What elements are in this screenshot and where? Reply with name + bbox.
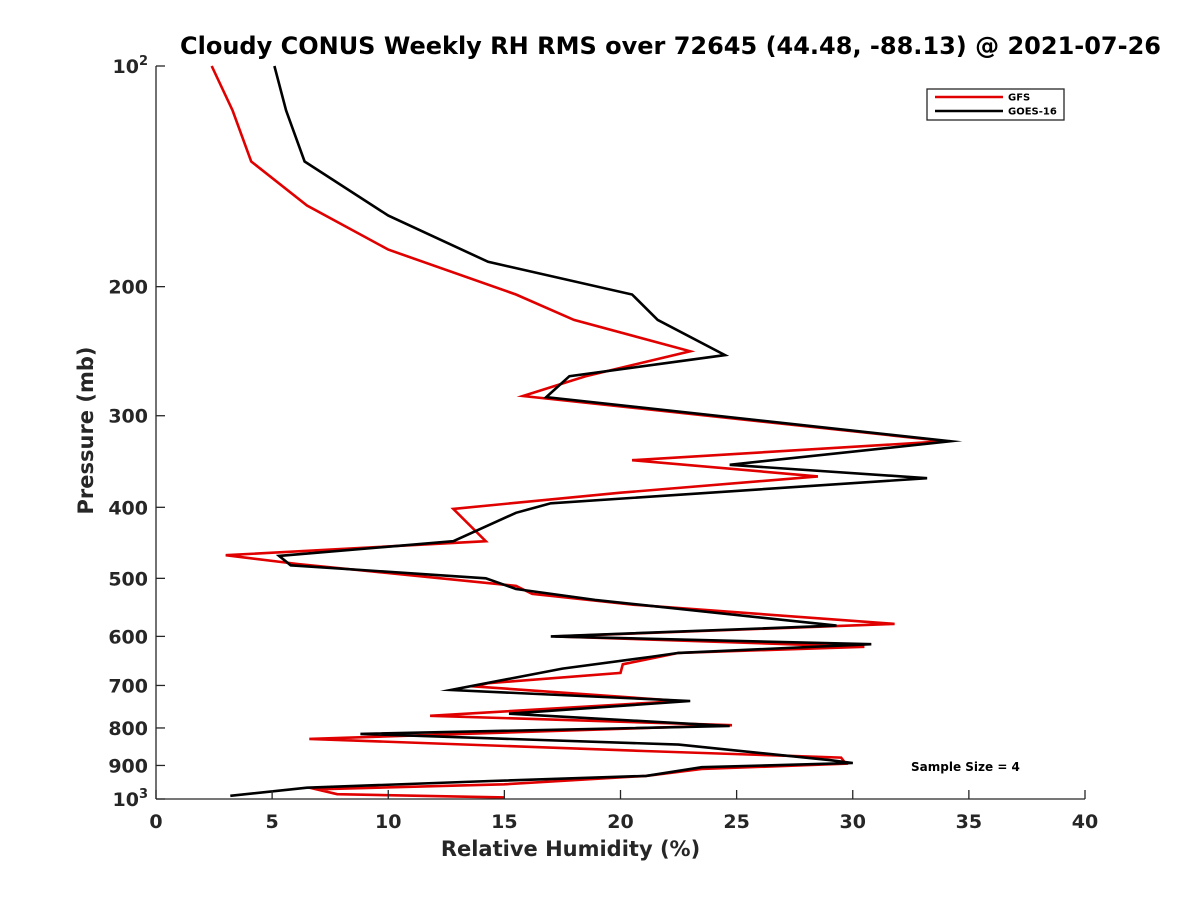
x-tick-label: 15 xyxy=(491,811,517,833)
series-layer xyxy=(210,65,963,799)
x-tick-label: 0 xyxy=(149,811,162,833)
y-tick-label: 500 xyxy=(108,568,148,590)
y-tick-label: 800 xyxy=(108,718,148,740)
x-tick-label: 10 xyxy=(375,811,401,833)
x-axis-ticks: 0 5 10 15 20 25 30 35 40 xyxy=(149,790,1098,833)
legend-entry-label: GFS xyxy=(1008,93,1030,104)
legend: GFS GOES-16 xyxy=(926,88,1065,121)
chart-title: Cloudy CONUS Weekly RH RMS over 72645 (4… xyxy=(180,32,1161,60)
y-axis-label: Pressure (mb) xyxy=(74,347,98,515)
x-tick-label: 40 xyxy=(1072,811,1098,833)
y-tick-label: 300 xyxy=(108,406,148,428)
y-tick-label: 200 xyxy=(108,277,148,299)
series-line-goes-16 xyxy=(230,65,963,798)
series-line-gfs xyxy=(210,65,946,799)
y-tick-label: 400 xyxy=(108,497,148,519)
x-tick-label: 20 xyxy=(607,811,633,833)
y-tick-label: 900 xyxy=(108,755,148,777)
axes-layer xyxy=(155,66,1085,800)
y-axis-ticks: 102 200 300 400 500 600 700 800 900 103 xyxy=(108,54,165,811)
y-tick-label: 103 xyxy=(113,787,149,811)
legend-box xyxy=(926,88,1065,121)
y-tick-label: 102 xyxy=(113,54,149,78)
legend-entry-label: GOES-16 xyxy=(1008,107,1057,118)
x-tick-label: 25 xyxy=(723,811,749,833)
x-tick-label: 35 xyxy=(956,811,982,833)
x-axis-label: Relative Humidity (%) xyxy=(441,837,700,861)
y-tick-label: 700 xyxy=(108,675,148,697)
sample-size-annotation: Sample Size = 4 xyxy=(911,760,1020,774)
x-tick-label: 30 xyxy=(840,811,866,833)
y-tick-label: 600 xyxy=(108,626,148,648)
x-tick-label: 5 xyxy=(266,811,279,833)
